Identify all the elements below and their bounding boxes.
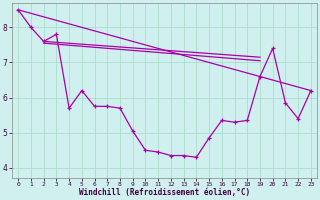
- X-axis label: Windchill (Refroidissement éolien,°C): Windchill (Refroidissement éolien,°C): [79, 188, 250, 197]
